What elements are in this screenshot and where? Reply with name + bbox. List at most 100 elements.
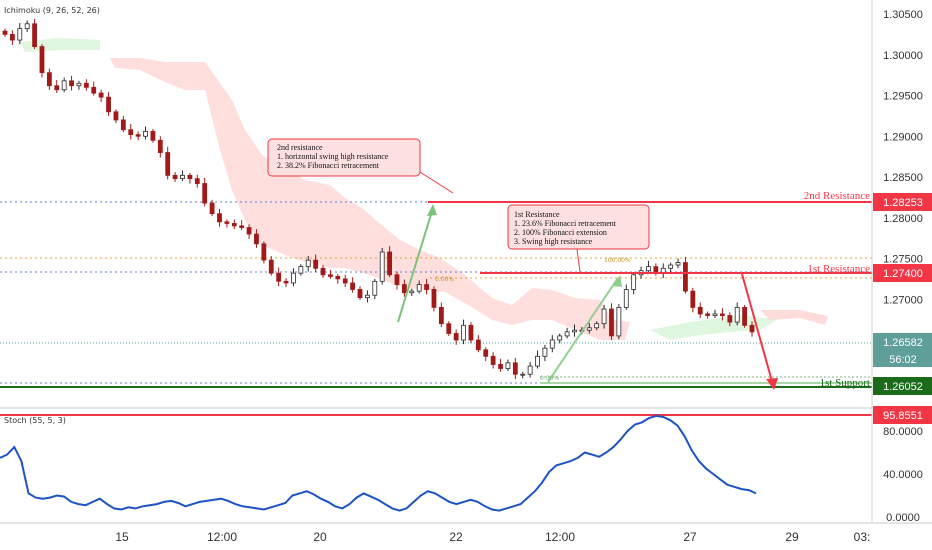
candle-body xyxy=(557,335,563,341)
tag-1st-support xyxy=(873,377,932,395)
price-tags: 1.28253 1.27400 1.26582 56:02 1.26052 xyxy=(873,193,932,395)
candle-body xyxy=(572,329,577,333)
candlesticks xyxy=(2,18,755,380)
tag-2nd-resistance-text: 1.28253 xyxy=(883,197,923,209)
candle-body xyxy=(320,267,326,276)
candle-body xyxy=(631,274,637,290)
candle-body xyxy=(720,313,725,316)
stoch-tick-label: 0.0000 xyxy=(886,512,920,524)
candle-body xyxy=(675,262,681,266)
fib-label-100: 100.00% xyxy=(604,257,631,264)
candle-body xyxy=(623,289,629,308)
candle-body xyxy=(209,202,215,215)
cloud-bullish-green-right xyxy=(650,315,780,340)
candle-body xyxy=(194,178,200,184)
candle-body xyxy=(350,282,356,290)
arrow-up-1-head xyxy=(427,204,437,216)
arrow-up-2 xyxy=(547,277,619,383)
candle-body xyxy=(401,284,407,294)
candle-body xyxy=(438,306,444,325)
candle-body xyxy=(187,174,193,180)
tag-countdown xyxy=(873,351,932,367)
candle-body xyxy=(446,323,452,334)
stoch-tick-label: 80.0000 xyxy=(883,426,923,438)
fib-label-0-top: 0.00% xyxy=(435,276,454,283)
candle-body xyxy=(143,130,148,137)
candle-body xyxy=(202,183,208,204)
candle-body xyxy=(157,139,163,153)
candle-body xyxy=(98,92,104,98)
ichimoku-cloud xyxy=(20,38,828,340)
tag-last-price-text: 1.26582 xyxy=(883,337,923,349)
candle-body xyxy=(39,46,45,74)
candle-body xyxy=(749,324,755,333)
tag-2nd-resistance xyxy=(873,193,932,211)
candle-body xyxy=(586,327,592,331)
candle-body xyxy=(564,331,570,337)
candle-body xyxy=(165,152,171,176)
candle-body xyxy=(54,85,60,91)
callout-2nd-line2: 2. 38.2% Fibonacci retracement xyxy=(277,161,380,170)
level-label-2nd-resistance: 2nd Resistance xyxy=(804,190,870,202)
candle-body xyxy=(46,72,52,87)
callout-1st: 1st Resistance 1. 23.6% Fibonacci retrac… xyxy=(507,204,650,273)
candle-body xyxy=(61,80,67,91)
candle-body xyxy=(172,174,178,180)
candle-body xyxy=(17,28,23,41)
stoch-line xyxy=(0,414,757,512)
tag-1st-support-text: 1.26052 xyxy=(883,381,923,393)
tag-1st-resistance xyxy=(873,264,932,282)
cloud-bullish-green-left xyxy=(20,38,100,52)
candle-body xyxy=(461,324,466,341)
candle-body xyxy=(283,280,289,284)
stoch-indicator-label: Stoch (55, 5, 3) xyxy=(4,416,66,425)
candle-body xyxy=(69,80,74,87)
candle-body xyxy=(32,23,37,48)
candle-body xyxy=(512,362,518,375)
candle-body xyxy=(150,130,156,141)
price-axis: 1.30500 1.30000 1.29500 1.29000 1.28500 1.280… xyxy=(883,9,923,347)
candle-body xyxy=(239,225,245,228)
candle-body xyxy=(609,308,614,337)
time-tick-label: 03: xyxy=(854,530,871,544)
candle-body xyxy=(549,339,555,349)
candle-body xyxy=(535,355,540,367)
price-tick-label: 1.29000 xyxy=(883,131,923,143)
tag-last-price xyxy=(873,333,932,351)
candle-body xyxy=(668,264,674,269)
time-axis: 15 12:00 20 22 12:00 27 29 03: xyxy=(115,530,870,544)
cloud-red-right-tail xyxy=(760,310,828,325)
candle-body xyxy=(313,259,319,269)
level-label-1st-resistance: 1st Resistance xyxy=(807,263,870,275)
callout-2nd-title: 2nd resistance xyxy=(277,143,323,152)
candle-body xyxy=(128,129,134,136)
candle-body xyxy=(387,251,392,276)
candle-body xyxy=(416,284,422,292)
candle-body xyxy=(224,221,230,224)
tag-stoch-level-text: 95.8551 xyxy=(883,410,923,422)
candle-body xyxy=(520,373,526,376)
level-label-1st-support: 1st Support xyxy=(820,377,870,389)
trend-arrows xyxy=(397,204,778,390)
candle-body xyxy=(616,306,622,337)
callout-1st-line2: 2. 100% Fibonacci extension xyxy=(514,228,607,237)
candle-body xyxy=(734,306,740,323)
candle-body xyxy=(409,290,415,294)
candle-body xyxy=(424,284,429,290)
time-tick-label: 22 xyxy=(449,530,463,544)
price-tick-label: 1.27000 xyxy=(883,294,923,306)
time-tick-label: 29 xyxy=(785,530,799,544)
candle-body xyxy=(483,349,489,357)
candle-body xyxy=(468,324,474,341)
time-tick-label: 20 xyxy=(313,530,327,544)
level-labels: 2nd Resistance 1st Resistance 1st Suppor… xyxy=(804,190,870,389)
candle-body xyxy=(291,272,296,284)
candle-body xyxy=(742,306,748,326)
candle-body xyxy=(594,323,600,329)
candle-body xyxy=(276,272,282,282)
callout-2nd-line1: 1. horizontal swing high resistance xyxy=(277,152,389,161)
candle-body xyxy=(254,233,259,245)
price-tick-label: 1.28500 xyxy=(883,172,923,184)
candle-body xyxy=(357,289,363,299)
